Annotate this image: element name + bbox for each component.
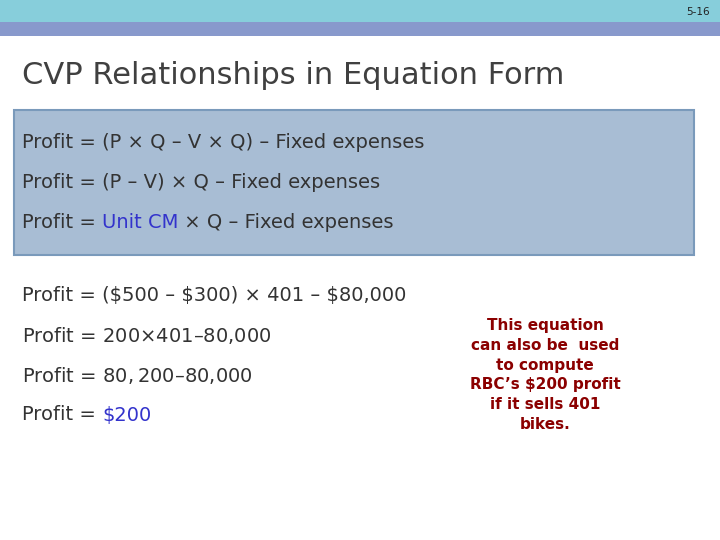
Text: Profit = ($500 – $300) × 401 – $80,000: Profit = ($500 – $300) × 401 – $80,000 (22, 286, 406, 305)
Text: Profit = (P × Q – V × Q) – Fixed expenses: Profit = (P × Q – V × Q) – Fixed expense… (22, 133, 424, 152)
Text: Profit =: Profit = (22, 213, 102, 233)
Text: Profit = $200 × 401 – $80,000: Profit = $200 × 401 – $80,000 (22, 325, 271, 346)
Text: This equation
can also be  used
to compute
RBC’s $200 profit
if it sells 401
bik: This equation can also be used to comput… (469, 318, 621, 432)
Text: Profit = $80,200 – $80,000: Profit = $80,200 – $80,000 (22, 364, 253, 386)
Bar (0, 22, 720, 36)
Text: Profit = (P – V) × Q – Fixed expenses: Profit = (P – V) × Q – Fixed expenses (22, 173, 380, 192)
Text: $200: $200 (102, 406, 151, 424)
Text: CVP Relationships in Equation Form: CVP Relationships in Equation Form (22, 60, 564, 90)
Text: Profit =: Profit = (22, 406, 102, 424)
FancyBboxPatch shape (14, 110, 694, 255)
Text: Unit CM: Unit CM (102, 213, 179, 233)
Bar (0, 0, 720, 22)
Text: 5-16: 5-16 (686, 7, 710, 17)
Text: × Q – Fixed expenses: × Q – Fixed expenses (179, 213, 394, 233)
